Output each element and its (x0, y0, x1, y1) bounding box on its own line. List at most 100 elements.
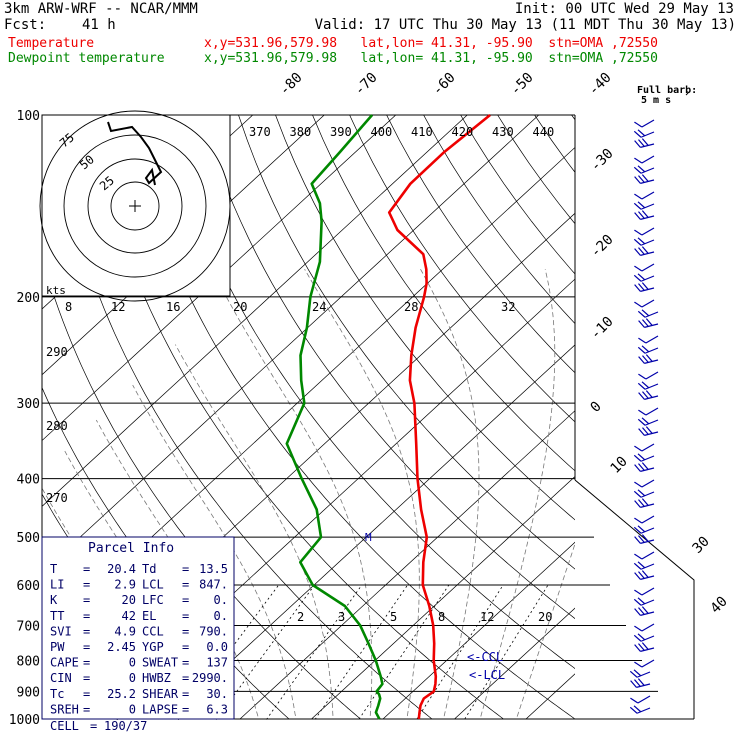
isotherm-label: -80 (277, 70, 306, 99)
wind-barb-staff (640, 467, 655, 472)
parcel-row-value: 2.9 (114, 578, 136, 592)
wind-barb-flag (642, 319, 649, 327)
wind-barb-flag (638, 373, 647, 380)
wind-barb (633, 561, 655, 570)
parcel-cell-eq: = (90, 719, 97, 733)
parcel-row-key: PW (50, 640, 65, 654)
hodograph-speed-tick: 32 (501, 300, 515, 314)
mixing-ratio-line (415, 584, 504, 720)
wind-barb-flag (633, 130, 642, 138)
theta-label: 410 (411, 125, 433, 139)
wind-barb (634, 263, 655, 272)
level-marker: M (365, 531, 372, 544)
barb-legend-title: Full barb: (637, 85, 697, 96)
wind-barb (637, 381, 659, 390)
wind-barb-flag (634, 445, 643, 452)
moist-adiabat (479, 269, 556, 719)
isotherm-label: 0 (588, 399, 605, 416)
parcel-row-eq: = (182, 562, 189, 576)
wind-barb-flag (645, 354, 653, 362)
wind-barb-flag (634, 536, 641, 544)
wind-barb-staff (640, 527, 655, 534)
isotherm (584, 102, 740, 732)
model-title: 3km ARW-WRF -- NCAR/MMM (4, 1, 198, 17)
wind-barb-flag (638, 643, 645, 651)
wind-barb-flag (637, 165, 646, 173)
sounding-traces: M <-CCL <-LCL (285, 113, 505, 720)
theta-label: 420 (452, 125, 474, 139)
wind-barb (637, 309, 659, 318)
wind-barb-staff (640, 647, 655, 652)
parcel-row-value: 0. (214, 609, 228, 623)
wind-barb-flag (633, 202, 642, 210)
parcel-row-value: 0 (129, 702, 136, 716)
parcel-row-eq: = (182, 702, 189, 716)
mixing-ratio-label: 12 (480, 610, 494, 624)
wind-barb-staff (641, 587, 655, 596)
wind-barb-flag (630, 680, 637, 688)
wind-barb (633, 525, 655, 534)
wind-barb-flag (633, 526, 642, 534)
wind-barb-staff (641, 551, 655, 560)
parcel-cell-label: CELL (50, 719, 79, 733)
wind-barb-flag (633, 562, 642, 570)
wind-barb-flag (637, 453, 646, 461)
wind-barb-flag (641, 606, 649, 614)
wind-barb (638, 407, 659, 416)
parcel-row-key: Tc (50, 687, 64, 701)
parcel-row-eq: = (182, 671, 189, 685)
temperature-info: x,y=531.96,579.98 lat,lon= 41.31, -95.90… (204, 36, 658, 51)
parcel-row-value: 2.45 (107, 640, 136, 654)
wind-barb-flag (638, 247, 645, 255)
parcel-row-value: 30. (206, 687, 228, 701)
wind-barb (637, 345, 659, 354)
parcel-row-eq: = (83, 640, 90, 654)
wind-barb-flag (638, 535, 645, 543)
wind-barb-flag (634, 553, 643, 560)
wind-barb (634, 443, 655, 452)
hodograph-speed-tick: 16 (166, 300, 180, 314)
wind-barb-flag (645, 390, 653, 398)
wind-barb-staff (640, 239, 655, 246)
wind-barb-staff (640, 611, 655, 616)
wind-barb-staff (640, 491, 655, 498)
wind-barb (637, 417, 659, 426)
wind-barb-staff (644, 419, 659, 426)
moist-adiabat (175, 344, 334, 719)
parcel-row-eq: = (83, 656, 90, 670)
wind-barb (634, 534, 655, 544)
wind-barb (633, 453, 655, 462)
parcel-row-value: 0.0 (206, 640, 228, 654)
pressure-tick-label: 600 (17, 579, 40, 594)
wind-barb-staff (640, 143, 655, 148)
wind-barb-flag (637, 561, 646, 569)
wind-barb-flag (634, 140, 641, 148)
hodograph-speed-tick: 24 (312, 300, 326, 314)
mixing-ratio-line (463, 584, 549, 720)
wind-barb (633, 633, 655, 642)
wind-barb (633, 237, 655, 246)
moist-adiabat (515, 542, 575, 719)
wind-barb-flag (638, 428, 645, 436)
wind-barb (633, 489, 655, 498)
pressure-tick-label: 300 (17, 397, 40, 412)
wind-barb-flag (634, 661, 643, 668)
wind-barb-flag (634, 229, 643, 236)
wind-barb-staff (640, 539, 655, 544)
theta-label: 380 (290, 125, 312, 139)
wind-barb (633, 165, 655, 174)
parcel-info-box: Parcel Info T = 20.4 Td = 13.5 LI = 2.9 LCL = 847. K =… (41, 536, 235, 733)
wind-barb-staff (644, 323, 659, 328)
isotherm-label: 30 (690, 534, 713, 557)
wind-barb (634, 227, 655, 236)
dry-adiabat (164, 115, 575, 669)
dewpoint-info: x,y=531.96,579.98 lat,lon= 41.31, -95.90… (204, 51, 658, 66)
wind-barb-flag (642, 427, 649, 435)
wind-barb-flag (638, 571, 645, 579)
wind-barb-flag (637, 237, 646, 245)
wind-barb-flag (637, 273, 646, 281)
mixing-ratio-label: 3 (338, 610, 345, 624)
wind-barb (638, 335, 659, 344)
wind-barb (634, 119, 655, 128)
wind-barb-staff (636, 671, 651, 678)
